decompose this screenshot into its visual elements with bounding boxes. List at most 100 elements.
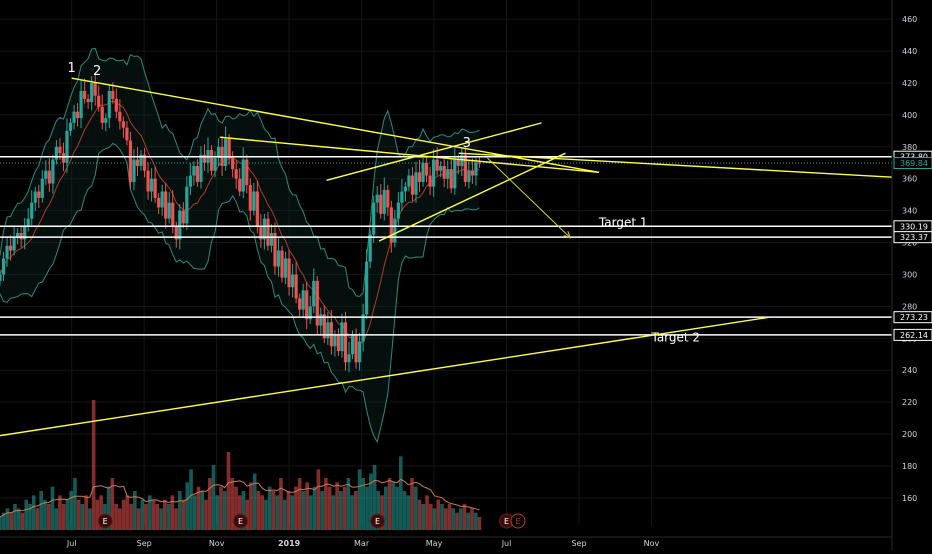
candle-body[interactable] (410, 175, 415, 195)
candle-body[interactable] (238, 178, 242, 192)
candle-body[interactable] (118, 111, 122, 122)
candle-body[interactable] (446, 169, 450, 179)
candle-body[interactable] (259, 226, 263, 240)
candle-body[interactable] (463, 154, 467, 182)
candle-body[interactable] (51, 159, 55, 184)
candle-body[interactable] (61, 153, 66, 163)
candle-body[interactable] (107, 90, 111, 119)
candle-body[interactable] (266, 218, 270, 246)
candle-body[interactable] (12, 237, 16, 251)
candle-body[interactable] (424, 162, 429, 176)
candle-body[interactable] (449, 169, 453, 189)
candle-body[interactable] (40, 178, 44, 198)
candle-body[interactable] (414, 172, 418, 195)
candle-body[interactable] (0, 274, 2, 281)
candle-body[interactable] (301, 290, 305, 310)
candle-body[interactable] (453, 159, 457, 189)
candle-body[interactable] (1, 258, 6, 275)
candle-body[interactable] (100, 106, 104, 123)
candle-body[interactable] (280, 250, 284, 278)
candle-body[interactable] (474, 162, 478, 176)
candle-body[interactable] (58, 146, 62, 154)
candle-body[interactable] (291, 274, 295, 288)
earnings-marker[interactable]: E (499, 513, 515, 529)
trendline[interactable] (0, 316, 770, 437)
candle-body[interactable] (68, 122, 73, 131)
candle-body[interactable] (199, 154, 203, 182)
candle-body[interactable] (365, 261, 369, 315)
candles[interactable] (0, 74, 482, 373)
candle-body[interactable] (308, 306, 312, 320)
candle-body[interactable] (79, 90, 83, 119)
candle-body[interactable] (19, 232, 23, 240)
candle-body[interactable] (153, 178, 157, 198)
candle-body[interactable] (403, 186, 408, 192)
candle-body[interactable] (135, 159, 140, 166)
candle-body[interactable] (213, 157, 217, 171)
candle-body[interactable] (121, 121, 125, 128)
candle-body[interactable] (428, 175, 432, 187)
candle-body[interactable] (343, 322, 348, 363)
candle-body[interactable] (128, 140, 133, 182)
candle-body[interactable] (54, 146, 59, 160)
candle-body[interactable] (319, 314, 323, 326)
candle-body[interactable] (241, 159, 245, 192)
candle-body[interactable] (417, 172, 422, 182)
candle-body[interactable] (347, 354, 351, 363)
candle-body[interactable] (209, 150, 214, 171)
candle-body[interactable] (357, 341, 362, 363)
candle-body[interactable] (167, 202, 171, 219)
candle-body[interactable] (477, 162, 482, 164)
candle-body[interactable] (276, 250, 281, 267)
candle-body[interactable] (361, 314, 365, 342)
candle-body[interactable] (178, 210, 182, 240)
candle-body[interactable] (90, 82, 94, 103)
candle-body[interactable] (407, 175, 411, 187)
price-label[interactable]: 273.23 (893, 311, 932, 324)
candle-body[interactable] (396, 202, 400, 219)
candle-body[interactable] (216, 146, 221, 158)
candle-body[interactable] (97, 95, 101, 107)
candle-body[interactable] (262, 218, 267, 240)
candle-body[interactable] (149, 178, 154, 192)
candle-body[interactable] (432, 159, 436, 187)
candle-body[interactable] (322, 314, 326, 339)
candle-body[interactable] (326, 322, 330, 339)
candle-body[interactable] (72, 111, 76, 123)
candle-body[interactable] (283, 258, 288, 278)
candle-body[interactable] (65, 130, 69, 163)
candle-body[interactable] (305, 290, 309, 320)
time-axis[interactable]: Jul Sep Nov 2019 Mar May Jul Sep Nov (0, 536, 892, 548)
candle-body[interactable] (354, 335, 358, 363)
candle-body[interactable] (44, 170, 48, 179)
candle-body[interactable] (368, 234, 372, 262)
candle-body[interactable] (386, 189, 390, 208)
candle-body[interactable] (336, 335, 341, 352)
candle-body[interactable] (30, 202, 34, 219)
candle-body[interactable] (298, 298, 302, 310)
price-label[interactable]: 330.19 (893, 220, 932, 233)
candle-body[interactable] (23, 226, 27, 240)
candle-body[interactable] (350, 335, 355, 355)
candle-body[interactable] (37, 191, 41, 198)
candle-body[interactable] (439, 165, 443, 171)
trendlines[interactable] (0, 77, 893, 437)
candle-body[interactable] (224, 138, 228, 166)
earnings-marker-future[interactable]: E (510, 513, 526, 529)
candle-body[interactable] (248, 185, 252, 211)
candle-body[interactable] (231, 157, 235, 170)
candle-body[interactable] (294, 274, 298, 299)
candle-body[interactable] (245, 159, 249, 186)
candle-body[interactable] (188, 175, 192, 187)
candle-body[interactable] (47, 170, 51, 184)
candle-body[interactable] (104, 118, 108, 123)
candle-body[interactable] (125, 127, 129, 141)
candle-body[interactable] (171, 202, 175, 227)
candle-body[interactable] (5, 245, 9, 259)
candle-body[interactable] (372, 202, 376, 235)
candle-body[interactable] (400, 191, 404, 203)
candle-body[interactable] (202, 154, 207, 163)
candle-body[interactable] (146, 170, 150, 192)
candle-body[interactable] (379, 194, 383, 214)
